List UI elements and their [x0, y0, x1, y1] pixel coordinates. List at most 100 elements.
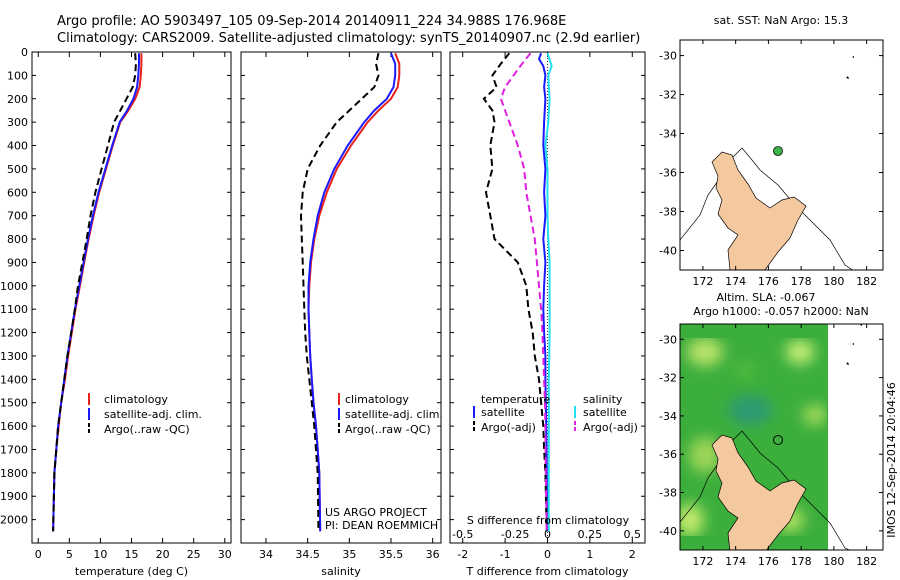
project-line-1: US ARGO PROJECT — [325, 506, 427, 519]
x-tick-label: 34.5 — [295, 548, 320, 561]
x2-tick-label: 0 — [544, 528, 551, 541]
y-tick-label: 200 — [7, 93, 28, 106]
x-tick-label: 34 — [259, 548, 273, 561]
legend-label-temp-satellite: satellite — [481, 406, 525, 419]
x2-tick-label: 0.5 — [624, 528, 642, 541]
x-axis-label: T difference from climatology — [466, 565, 629, 578]
sla-map-axes: 172 174 176 178 180 182 -30 -32 -34 -36 -38 -40 — [659, 324, 883, 568]
series-line-temperature-argo-adj- — [482, 52, 548, 532]
x2-tick-label: -0.25 — [501, 528, 529, 541]
x-tick-label: 1 — [586, 548, 593, 561]
map-x-tick-label: 176 — [758, 555, 779, 568]
map-x-tick-label: 176 — [758, 275, 779, 288]
x-tick-label: 30 — [218, 548, 232, 561]
map-y-tick-label: -40 — [659, 245, 677, 258]
y-tick-label: 700 — [7, 210, 28, 223]
x-tick-label: 25 — [187, 548, 201, 561]
series-line-salinity-argo-adj- — [499, 52, 548, 532]
x-tick-label: -2 — [457, 548, 468, 561]
x-tick-label: 20 — [156, 548, 170, 561]
map-x-tick-label: 182 — [856, 275, 877, 288]
series-line-satellite-adj-clim- — [307, 52, 397, 532]
legend-label-satellite: satellite-adj. clim. — [104, 408, 202, 421]
map-x-tick-label: 174 — [725, 275, 746, 288]
sla-blotch — [680, 504, 704, 536]
y-tick-label: 1700 — [0, 443, 28, 456]
series-line-argo-raw-qc- — [52, 53, 137, 532]
y-tick-label: 100 — [7, 69, 28, 82]
temperature-legend: climatology satellite-adj. clim. Argo(..… — [88, 393, 202, 436]
sst-map — [679, 39, 884, 271]
map-x-tick-label: 178 — [791, 555, 812, 568]
x-tick-label: 35.5 — [379, 548, 404, 561]
y-tick-label: 1500 — [0, 397, 28, 410]
y-tick-label: 1600 — [0, 420, 28, 433]
kermadec-islet — [846, 324, 862, 365]
y-tick-label: 500 — [7, 163, 28, 176]
y-tick-label: 1800 — [0, 467, 28, 480]
float-position-marker — [773, 435, 783, 445]
legend-label-argo: Argo(..raw -QC) — [345, 423, 431, 436]
legend-label-argo: Argo(..raw -QC) — [104, 423, 190, 436]
x-tick-label: 35 — [342, 548, 356, 561]
side-stamp: IMOS 12-Sep-2014 20:04:46 — [885, 382, 898, 537]
map-y-tick-label: -40 — [659, 525, 677, 538]
map-y-tick-label: -38 — [659, 206, 677, 219]
map-x-tick-label: 178 — [791, 275, 812, 288]
x-tick-label: 2 — [629, 548, 636, 561]
y-tick-label: 1200 — [0, 327, 28, 340]
legend-label-climatology: climatology — [345, 393, 409, 406]
sla-map-title-line-1: Altim. SLA: -0.067 — [716, 291, 815, 304]
project-line-2: PI: DEAN ROEMMICH — [325, 519, 438, 532]
plot-frame — [240, 51, 442, 544]
x-tick-label: 0 — [35, 548, 42, 561]
y-tick-label: 1900 — [0, 490, 28, 503]
sla-map — [679, 323, 884, 551]
x-tick-label: -1 — [500, 548, 511, 561]
legend-label-satellite: satellite-adj. clim. — [345, 408, 443, 421]
y-tick-label: 300 — [7, 116, 28, 129]
x-tick-label: 36 — [426, 548, 440, 561]
salinity-legend: climatology satellite-adj. clim. Argo(..… — [338, 393, 443, 436]
salinity-panel: 34 34.5 35 35.5 36 salinity — [240, 51, 442, 578]
map-y-tick-label: -32 — [659, 372, 677, 385]
nz-north-island — [711, 151, 807, 270]
y-tick-label: 1300 — [0, 350, 28, 363]
map-x-tick-label: 180 — [823, 275, 844, 288]
legend-header-salinity: salinity — [583, 393, 623, 406]
map-y-tick-label: -36 — [659, 167, 677, 180]
sst-map-title: sat. SST: NaN Argo: 15.3 — [714, 14, 848, 27]
map-x-tick-label: 180 — [823, 555, 844, 568]
map-x-tick-label: 172 — [692, 275, 713, 288]
map-y-tick-label: -38 — [659, 487, 677, 500]
y-tick-label: 2000 — [0, 514, 28, 527]
map-x-tick-label: 182 — [856, 555, 877, 568]
sla-map-frame — [679, 323, 884, 551]
sla-blotch — [786, 340, 814, 364]
legend-label-sal-argo: Argo(-adj) — [583, 421, 638, 434]
x-tick-label: 10 — [93, 548, 107, 561]
map-x-tick-label: 174 — [725, 555, 746, 568]
map-y-tick-label: -30 — [659, 333, 677, 346]
difference-x2-label: S difference from climatology — [467, 514, 630, 527]
plot-frame — [31, 51, 232, 544]
map-y-tick-label: -36 — [659, 448, 677, 461]
x-tick-label: 0 — [544, 548, 551, 561]
x-tick-label: 15 — [125, 548, 139, 561]
legend-label-temp-argo: Argo(-adj) — [481, 421, 536, 434]
temperature-panel: 0 5 10 15 20 25 30 temperature (deg C) 0 100 200 30… — [0, 46, 232, 578]
sla-blotch — [735, 362, 755, 378]
y-tick-label: 0 — [21, 46, 28, 59]
sst-map-frame — [679, 39, 884, 271]
y-tick-label: 1100 — [0, 303, 28, 316]
series-line-salinity-satellite — [544, 52, 553, 532]
y-tick-label: 1000 — [0, 280, 28, 293]
map-y-tick-label: -32 — [659, 89, 677, 102]
difference-panel: -2 -1 0 1 2T difference from climatology -0.5… — [449, 51, 646, 578]
legend-header-temperature: temperature — [481, 393, 550, 406]
y-tick-label: 800 — [7, 233, 28, 246]
sst-map-axes: 172 174 176 178 180 182 -30 -32 -34 -36 -38 -40 — [659, 40, 883, 288]
x2-tick-label: -0.5 — [452, 528, 473, 541]
map-y-tick-label: -34 — [659, 128, 677, 141]
